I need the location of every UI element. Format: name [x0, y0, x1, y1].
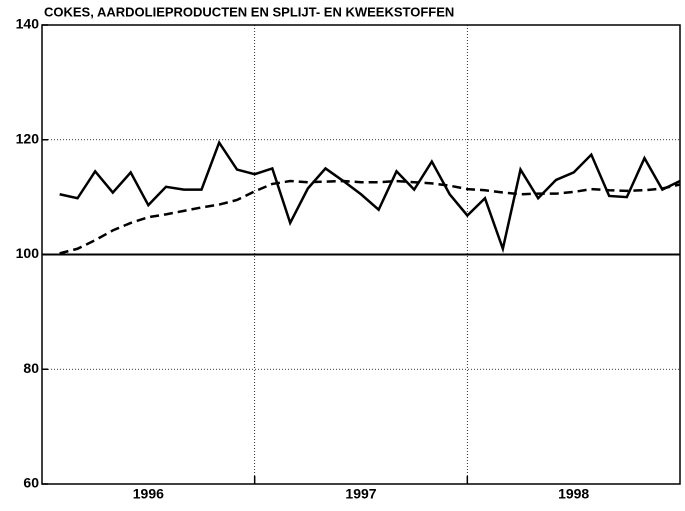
data-line: [59, 139, 681, 254]
y-tick-label: 80: [23, 360, 39, 376]
chart-title: COKES, AARDOLIEPRODUCTEN EN SPLIJT- EN K…: [44, 4, 454, 19]
y-tick-label: 120: [16, 130, 40, 146]
y-tick-label: 140: [16, 16, 40, 32]
x-tick-label: 1996: [133, 486, 164, 502]
y-tick-label: 100: [16, 245, 40, 261]
x-tick-label: 1998: [558, 486, 589, 502]
y-tick-label: 60: [23, 475, 39, 491]
x-tick-label: 1997: [345, 486, 376, 502]
data-line: [59, 179, 681, 255]
